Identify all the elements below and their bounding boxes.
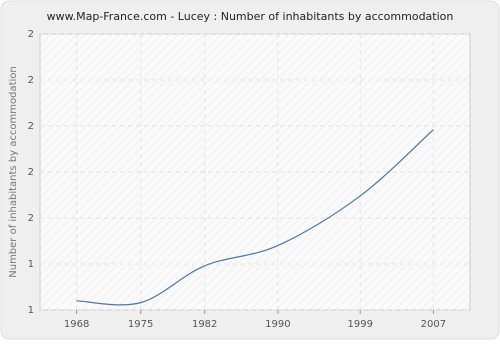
x-tick-label: 2007 [421,319,446,330]
y-tick-label: 2 [28,121,34,132]
y-tick-label: 2 [28,29,34,40]
x-tick-label: 1990 [265,319,290,330]
x-tick-label: 1968 [64,319,89,330]
x-tick-label: 1975 [128,319,153,330]
y-tick-label: 1 [28,259,34,270]
line-series [76,129,434,306]
y-tick-label: 1 [28,305,34,316]
x-tick-label: 1982 [192,319,217,330]
y-tick-label: 2 [28,75,34,86]
y-axis-label: Number of inhabitants by accommodation [8,66,19,278]
y-tick-label: 2 [28,213,34,224]
plot-area [39,33,471,311]
x-tick-label: 1999 [347,319,372,330]
y-tick-label: 2 [28,167,34,178]
chart-title: www.Map-France.com - Lucey : Number of i… [47,10,454,23]
